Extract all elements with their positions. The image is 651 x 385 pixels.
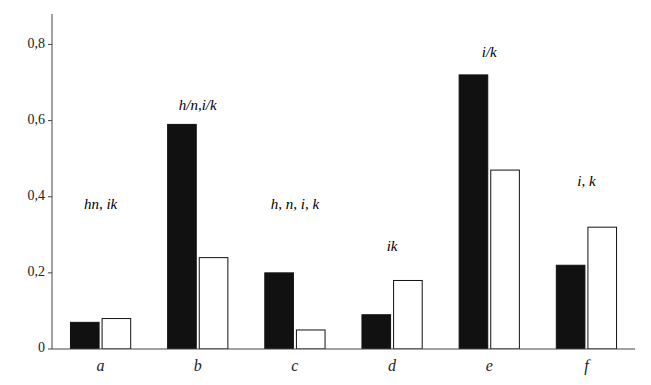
x-tick-label: e (486, 357, 493, 374)
annotation: h, n, i, k (271, 196, 320, 212)
y-tick-label: 0,8 (28, 36, 46, 51)
x-axis-line (52, 349, 635, 350)
y-tick-label: 0,6 (28, 112, 46, 127)
bar (70, 322, 99, 349)
bar (265, 273, 294, 349)
x-tick-label: f (584, 357, 591, 375)
y-tick (48, 44, 52, 45)
chart-container: 0 0,2 0,4 0,6 0,8 a b c d e f hn, ik h/n,i/k h, n, i,… (0, 0, 651, 385)
y-tick (48, 272, 52, 273)
annotation: hn, ik (84, 196, 118, 212)
bars (70, 75, 616, 349)
y-tick (48, 349, 52, 350)
y-axis: 0 0,2 0,4 0,6 0,8 (28, 14, 53, 355)
annotations: hn, ik h/n,i/k h, n, i, k ik i/k i, k (84, 44, 596, 254)
y-tick (48, 196, 52, 197)
bar (296, 330, 325, 349)
x-tick-label: c (291, 357, 298, 374)
x-tick-label: b (194, 357, 202, 374)
bar (556, 265, 585, 349)
bar (362, 315, 391, 349)
bar (459, 75, 488, 349)
bar (588, 227, 617, 349)
annotation: h/n,i/k (179, 97, 217, 113)
y-tick (48, 120, 52, 121)
bar (199, 258, 228, 349)
bar (491, 170, 520, 349)
annotation: i/k (482, 44, 497, 60)
bar (168, 124, 197, 349)
y-tick-label: 0 (38, 340, 45, 355)
chart-svg: 0 0,2 0,4 0,6 0,8 a b c d e f hn, ik h/n,i/k h, n, i,… (0, 0, 651, 385)
y-tick-label: 0,4 (28, 188, 46, 203)
x-axis: a b c d e f (52, 349, 635, 375)
y-axis-line (52, 14, 53, 349)
x-tick-label: d (388, 357, 397, 374)
annotation: ik (387, 238, 398, 254)
bar (102, 319, 131, 349)
x-tick-label: a (97, 357, 105, 374)
y-tick-label: 0,2 (28, 264, 46, 279)
annotation: i, k (577, 173, 596, 189)
bar (394, 280, 423, 349)
